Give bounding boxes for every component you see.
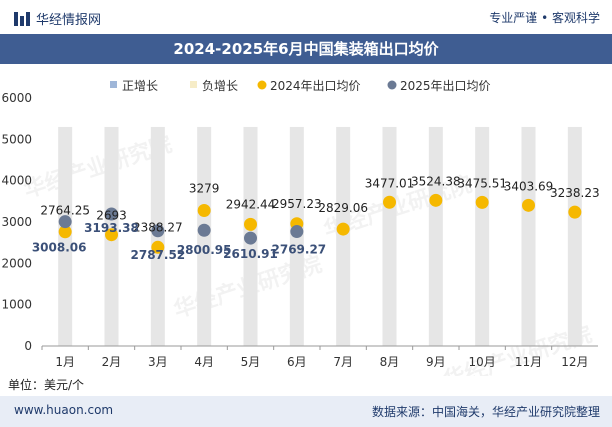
legend-label-3: 2025年出口均价 (400, 79, 491, 93)
y-tick-label: 0 (24, 339, 32, 353)
y-tick-label: 6000 (1, 91, 32, 105)
point-2024 (429, 193, 443, 207)
point-2025 (105, 207, 118, 221)
data-label-2024: 3524.38 (411, 174, 461, 188)
chart-title: 2024-2025年6月中国集装箱出口均价 (0, 34, 612, 64)
legend-swatch-1 (190, 81, 197, 88)
data-label-2024: 3475.51 (457, 176, 507, 190)
x-tick-label: 6月 (287, 355, 307, 369)
data-label-2024: 3403.69 (504, 179, 554, 193)
background-bar-6 (336, 126, 351, 346)
point-2024 (336, 222, 350, 236)
footer-site: www.huaon.com (14, 403, 114, 417)
point-2024 (244, 217, 257, 231)
data-label-2024: 2764.25 (40, 204, 90, 218)
data-label-2024: 2942.44 (226, 197, 276, 211)
point-2024 (522, 198, 535, 212)
y-tick-label: 2000 (1, 256, 32, 270)
slogan: 专业严谨 • 客观科学 (489, 11, 600, 25)
point-2025 (290, 225, 304, 239)
data-label-2024: 2388.27 (133, 220, 183, 234)
axes: 0 1000 2000 3000 4000 5000 6000 1月 2月 3月 4月 5月 6月 7月 8… (1, 91, 598, 369)
top-bar: 华经情报网 专业严谨 • 客观科学 (0, 0, 612, 34)
x-tick-label: 10月 (469, 355, 496, 369)
legend-label-2: 2024年出口均价 (270, 79, 361, 93)
point-2024 (151, 240, 165, 254)
legend-swatch-2 (257, 80, 267, 90)
data-labels: 2764.25 2693 2388.27 3279 2942.442957.232829… (32, 174, 600, 261)
background-bar-8 (428, 126, 443, 346)
y-tick-label: 1000 (1, 298, 32, 312)
point-2024 (197, 203, 211, 217)
unit-label: 单位：美元/个 (8, 378, 85, 392)
data-points (58, 193, 582, 254)
brand: 华经情报网 (14, 9, 101, 28)
data-label-2025: 2610.91 (223, 247, 278, 261)
point-2024 (105, 228, 118, 242)
data-label-2024: 2957.23 (272, 197, 322, 211)
legend-label-0: 正增长 (122, 79, 158, 93)
x-tick-label: 4月 (194, 355, 214, 369)
logo-icon (14, 12, 30, 26)
x-tick-label: 9月 (426, 355, 446, 369)
footer-source: 数据来源：中国海关，华经产业研究院整理 (371, 405, 600, 419)
x-tick-label: 11月 (515, 355, 542, 369)
x-tick-label: 1月 (55, 355, 75, 369)
data-label-2025: 3008.06 (32, 241, 87, 255)
x-tick-label: 12月 (561, 355, 588, 369)
point-2024 (58, 225, 72, 239)
x-tick-label: 8月 (380, 355, 400, 369)
data-label-2025: 2787.52 (131, 248, 186, 262)
data-label-2024: 3279 (189, 181, 220, 195)
legend: 正增长 负增长 2024年出口均价 2025年出口均价 (110, 79, 491, 93)
legend-swatch-0 (110, 81, 117, 88)
data-label-2025: 2769.27 (272, 243, 327, 257)
data-label-2025: 3193.38 (84, 221, 139, 235)
background-bar-11 (567, 126, 582, 346)
data-label-2024: 2693 (96, 209, 127, 223)
footer: www.huaon.com 数据来源：中国海关，华经产业研究院整理 (0, 396, 612, 427)
point-2024 (383, 195, 396, 209)
point-2025 (197, 223, 211, 237)
y-tick-label: 5000 (1, 132, 32, 146)
data-label-2024: 2829.06 (318, 201, 368, 215)
point-2025 (244, 231, 257, 245)
point-2024 (568, 205, 582, 219)
point-2025 (58, 215, 72, 229)
brand-name: 华经情报网 (36, 13, 102, 28)
point-2025 (151, 224, 165, 238)
legend-label-1: 负增长 (202, 79, 238, 93)
x-tick-label: 3月 (148, 355, 168, 369)
data-label-2024: 3238.23 (550, 186, 600, 200)
x-tick-label: 2月 (102, 355, 122, 369)
data-label-2024: 3477.01 (365, 176, 415, 190)
background-bar-10 (521, 126, 536, 346)
background-bar-7 (382, 126, 397, 346)
legend-swatch-3 (387, 80, 397, 90)
x-tick-label: 5月 (241, 355, 261, 369)
y-tick-label: 4000 (1, 174, 32, 188)
point-2024 (475, 195, 489, 209)
background-bar-9 (475, 126, 490, 346)
data-label-2025: 2800.95 (177, 243, 232, 257)
chart: 正增长 负增长 2024年出口均价 2025年出口均价 华经产业研究院华经产业研究院华… (1, 79, 600, 376)
x-tick-label: 7月 (333, 355, 353, 369)
y-tick-label: 3000 (1, 215, 32, 229)
